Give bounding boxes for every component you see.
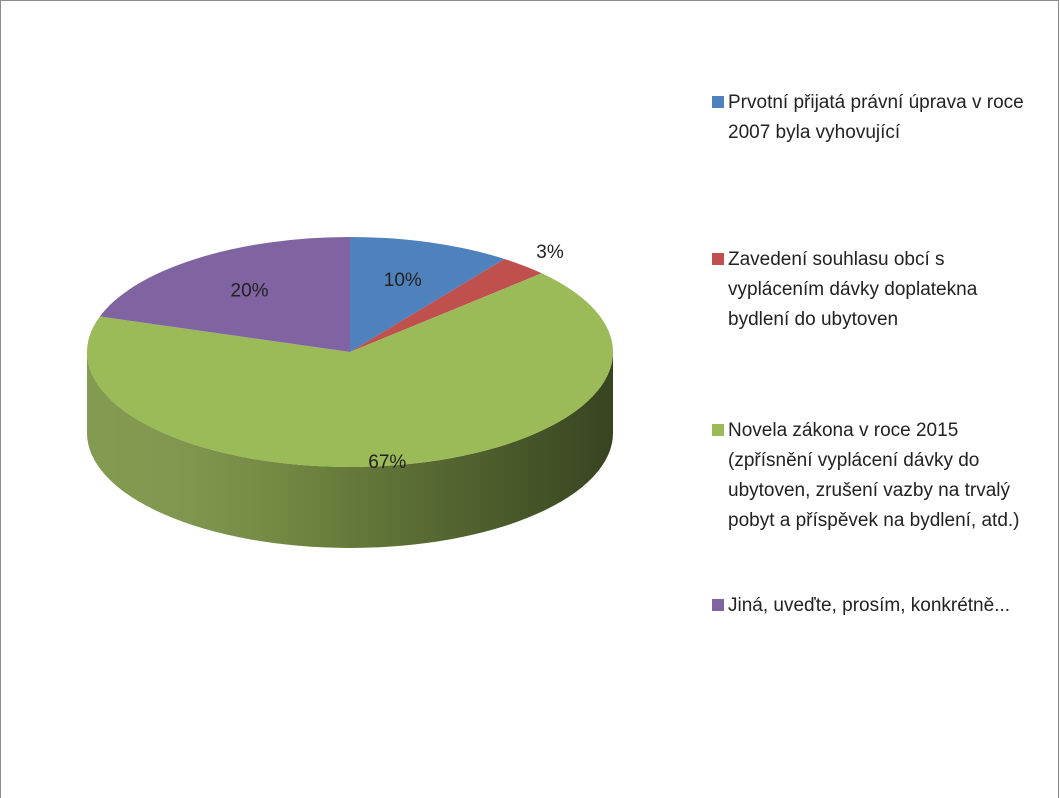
legend-swatch xyxy=(712,253,724,265)
legend-label: Jiná, uveďte, prosím, konkrétně... xyxy=(728,595,1010,616)
data-label: 20% xyxy=(231,281,269,302)
pie: 10% 3% 67% 20% xyxy=(86,237,614,548)
data-label: 10% xyxy=(384,270,422,291)
legend: Prvotní přijatá právní úprava v roce 200… xyxy=(712,92,1029,616)
legend-label: Novela zákona v roce 2015 (zpřísnění vyp… xyxy=(728,420,1020,531)
data-label: 3% xyxy=(536,242,564,263)
legend-label: Zavedení souhlasu obcí s vyplácením dávk… xyxy=(728,249,983,330)
slice xyxy=(350,258,542,352)
slice xyxy=(99,237,351,352)
legend-swatch xyxy=(712,96,724,108)
slice-side-shade xyxy=(87,352,613,548)
slice xyxy=(350,237,505,352)
legend-label: Prvotní přijatá právní úprava v roce 200… xyxy=(728,92,1029,143)
legend-swatch xyxy=(712,599,724,611)
slice xyxy=(86,273,614,467)
data-label: 67% xyxy=(368,452,406,473)
legend-swatch xyxy=(712,424,724,436)
